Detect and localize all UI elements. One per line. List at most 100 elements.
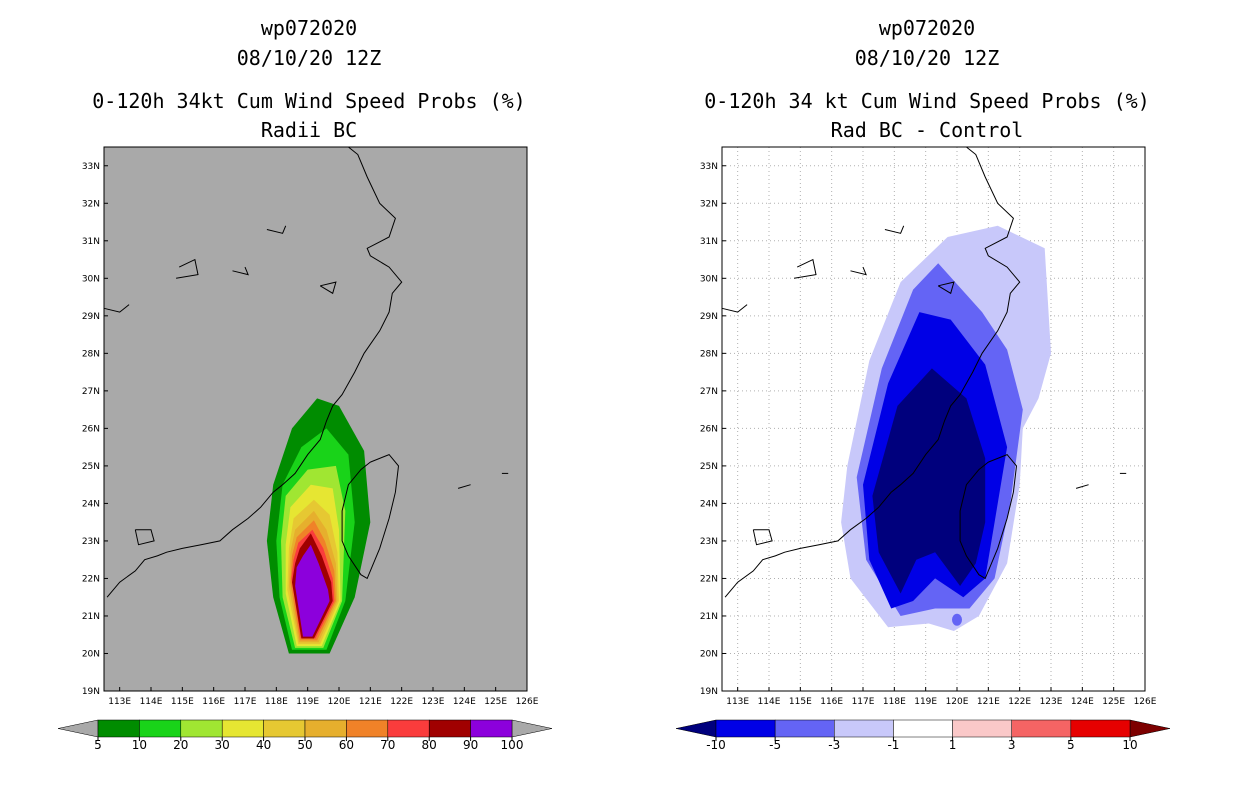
colorbar-tick-label: 90 (463, 738, 478, 752)
contour-neg10-fill (872, 368, 986, 594)
coastline (794, 258, 817, 279)
coastline (134, 529, 155, 546)
y-tick-label: 29N (82, 312, 100, 322)
x-tick-label: 125E (1102, 697, 1125, 707)
colorbar-tick-label: 3 (1008, 738, 1016, 752)
x-tick-label: 124E (1071, 697, 1094, 707)
colorbar-tick-label: 5 (94, 738, 102, 752)
colorbar-swatch (893, 719, 953, 738)
x-tick-label: 117E (234, 697, 257, 707)
y-tick-label: 19N (700, 687, 718, 697)
x-tick-label: 118E (265, 697, 288, 707)
colorbar-swatch (1070, 719, 1131, 738)
colorbar-swatch (774, 719, 835, 738)
coastline (106, 146, 403, 598)
y-tick-label: 32N (700, 199, 718, 209)
difference-map: 113E 114E 115E 116E 117E 118E 119E 120E 121E 122E… (675, 146, 1171, 752)
y-tick-label: 26N (700, 424, 718, 434)
x-tick-label: 119E (914, 697, 937, 707)
plot-frame (721, 146, 1146, 692)
coastline (884, 225, 905, 234)
colorbar-tick-label: -5 (769, 738, 781, 752)
colorbar-tick-label: -3 (828, 738, 840, 752)
x-tick-label: 119E (296, 697, 319, 707)
y-tick-label: 30N (82, 274, 100, 284)
colorbar-swatch (180, 719, 223, 738)
colorbar-tick-label: -1 (887, 738, 899, 752)
date-title: 08/10/20 12Z (236, 46, 382, 70)
coastline (341, 454, 400, 580)
x-tick-label: 121E (977, 697, 1000, 707)
y-tick-label: 25N (82, 462, 100, 472)
colorbar-swatch (139, 719, 182, 738)
y-tick-label: 27N (700, 387, 718, 397)
colorbar-tick-label: 1 (949, 738, 957, 752)
coastline (266, 225, 287, 234)
y-tick-label: 25N (700, 462, 718, 472)
colorbar-over-triangle (1129, 719, 1171, 738)
x-tick-label: 115E (171, 697, 194, 707)
x-tick-label: 120E (946, 697, 969, 707)
x-tick-label: 115E (789, 697, 812, 707)
storm-id-title: wp072020 (878, 16, 976, 40)
coastline (103, 304, 130, 313)
coastline (724, 146, 1021, 598)
colorbar-swatch (834, 719, 894, 738)
x-tick-label: 117E (852, 697, 875, 707)
chart-subtitle: Radii BC (260, 118, 358, 142)
y-tick-label: 22N (82, 574, 100, 584)
x-tick-label: 123E (1040, 697, 1063, 707)
colorbar-swatch (346, 719, 389, 738)
y-tick-label: 33N (82, 162, 100, 172)
colorbar-tick-label: 100 (501, 738, 524, 752)
colorbar-tick-label: 40 (256, 738, 271, 752)
colorbar-tick-label: 5 (1067, 738, 1075, 752)
x-tick-label: 122E (1008, 697, 1031, 707)
y-tick-label: 19N (82, 687, 100, 697)
date-title: 08/10/20 12Z (854, 46, 1000, 70)
y-tick-label: 28N (700, 349, 718, 359)
x-tick-label: 114E (140, 697, 163, 707)
x-tick-label: 123E (422, 697, 445, 707)
colorbar-swatch (470, 719, 513, 738)
x-tick-label: 122E (390, 697, 413, 707)
y-tick-label: 33N (700, 162, 718, 172)
colorbar-over-triangle (511, 719, 553, 738)
y-tick-label: 23N (700, 537, 718, 547)
coastline (850, 266, 867, 276)
y-tick-label: 31N (700, 237, 718, 247)
coastline (937, 281, 955, 295)
colorbar-swatch (715, 719, 776, 738)
y-tick-label: 22N (700, 574, 718, 584)
x-tick-label: 118E (883, 697, 906, 707)
coastline (1075, 484, 1089, 489)
y-tick-label: 21N (700, 612, 718, 622)
chart-title: 0-120h 34 kt Cum Wind Speed Probs (%) (704, 89, 1150, 113)
colorbar-tick-label: 50 (297, 738, 312, 752)
y-tick-label: 31N (82, 237, 100, 247)
coastline (457, 484, 471, 489)
colorbar-swatch (952, 719, 1012, 738)
x-tick-label: 125E (484, 697, 507, 707)
y-tick-label: 26N (82, 424, 100, 434)
colorbar-tick-label: -10 (706, 738, 726, 752)
x-tick-label: 116E (820, 697, 843, 707)
x-tick-label: 114E (758, 697, 781, 707)
y-tick-label: 29N (700, 312, 718, 322)
coastline (959, 454, 1018, 580)
right-chart-panel: wp072020 08/10/20 12Z 0-120h 34 kt Cum W… (618, 0, 1236, 800)
x-tick-label: 124E (453, 697, 476, 707)
colorbar-under-triangle (675, 719, 717, 738)
y-tick-label: 32N (82, 199, 100, 209)
contour-90-fill (295, 544, 330, 637)
colorbar-swatch (221, 719, 264, 738)
plot-frame (103, 146, 528, 692)
colorbar-swatch (387, 719, 430, 738)
colorbar-swatch (97, 719, 140, 738)
coastline (176, 258, 199, 279)
coastline (319, 281, 337, 295)
colorbar-tick-label: 10 (132, 738, 147, 752)
y-tick-label: 20N (700, 649, 718, 659)
x-tick-label: 126E (516, 697, 539, 707)
colorbar-swatch (428, 719, 471, 738)
